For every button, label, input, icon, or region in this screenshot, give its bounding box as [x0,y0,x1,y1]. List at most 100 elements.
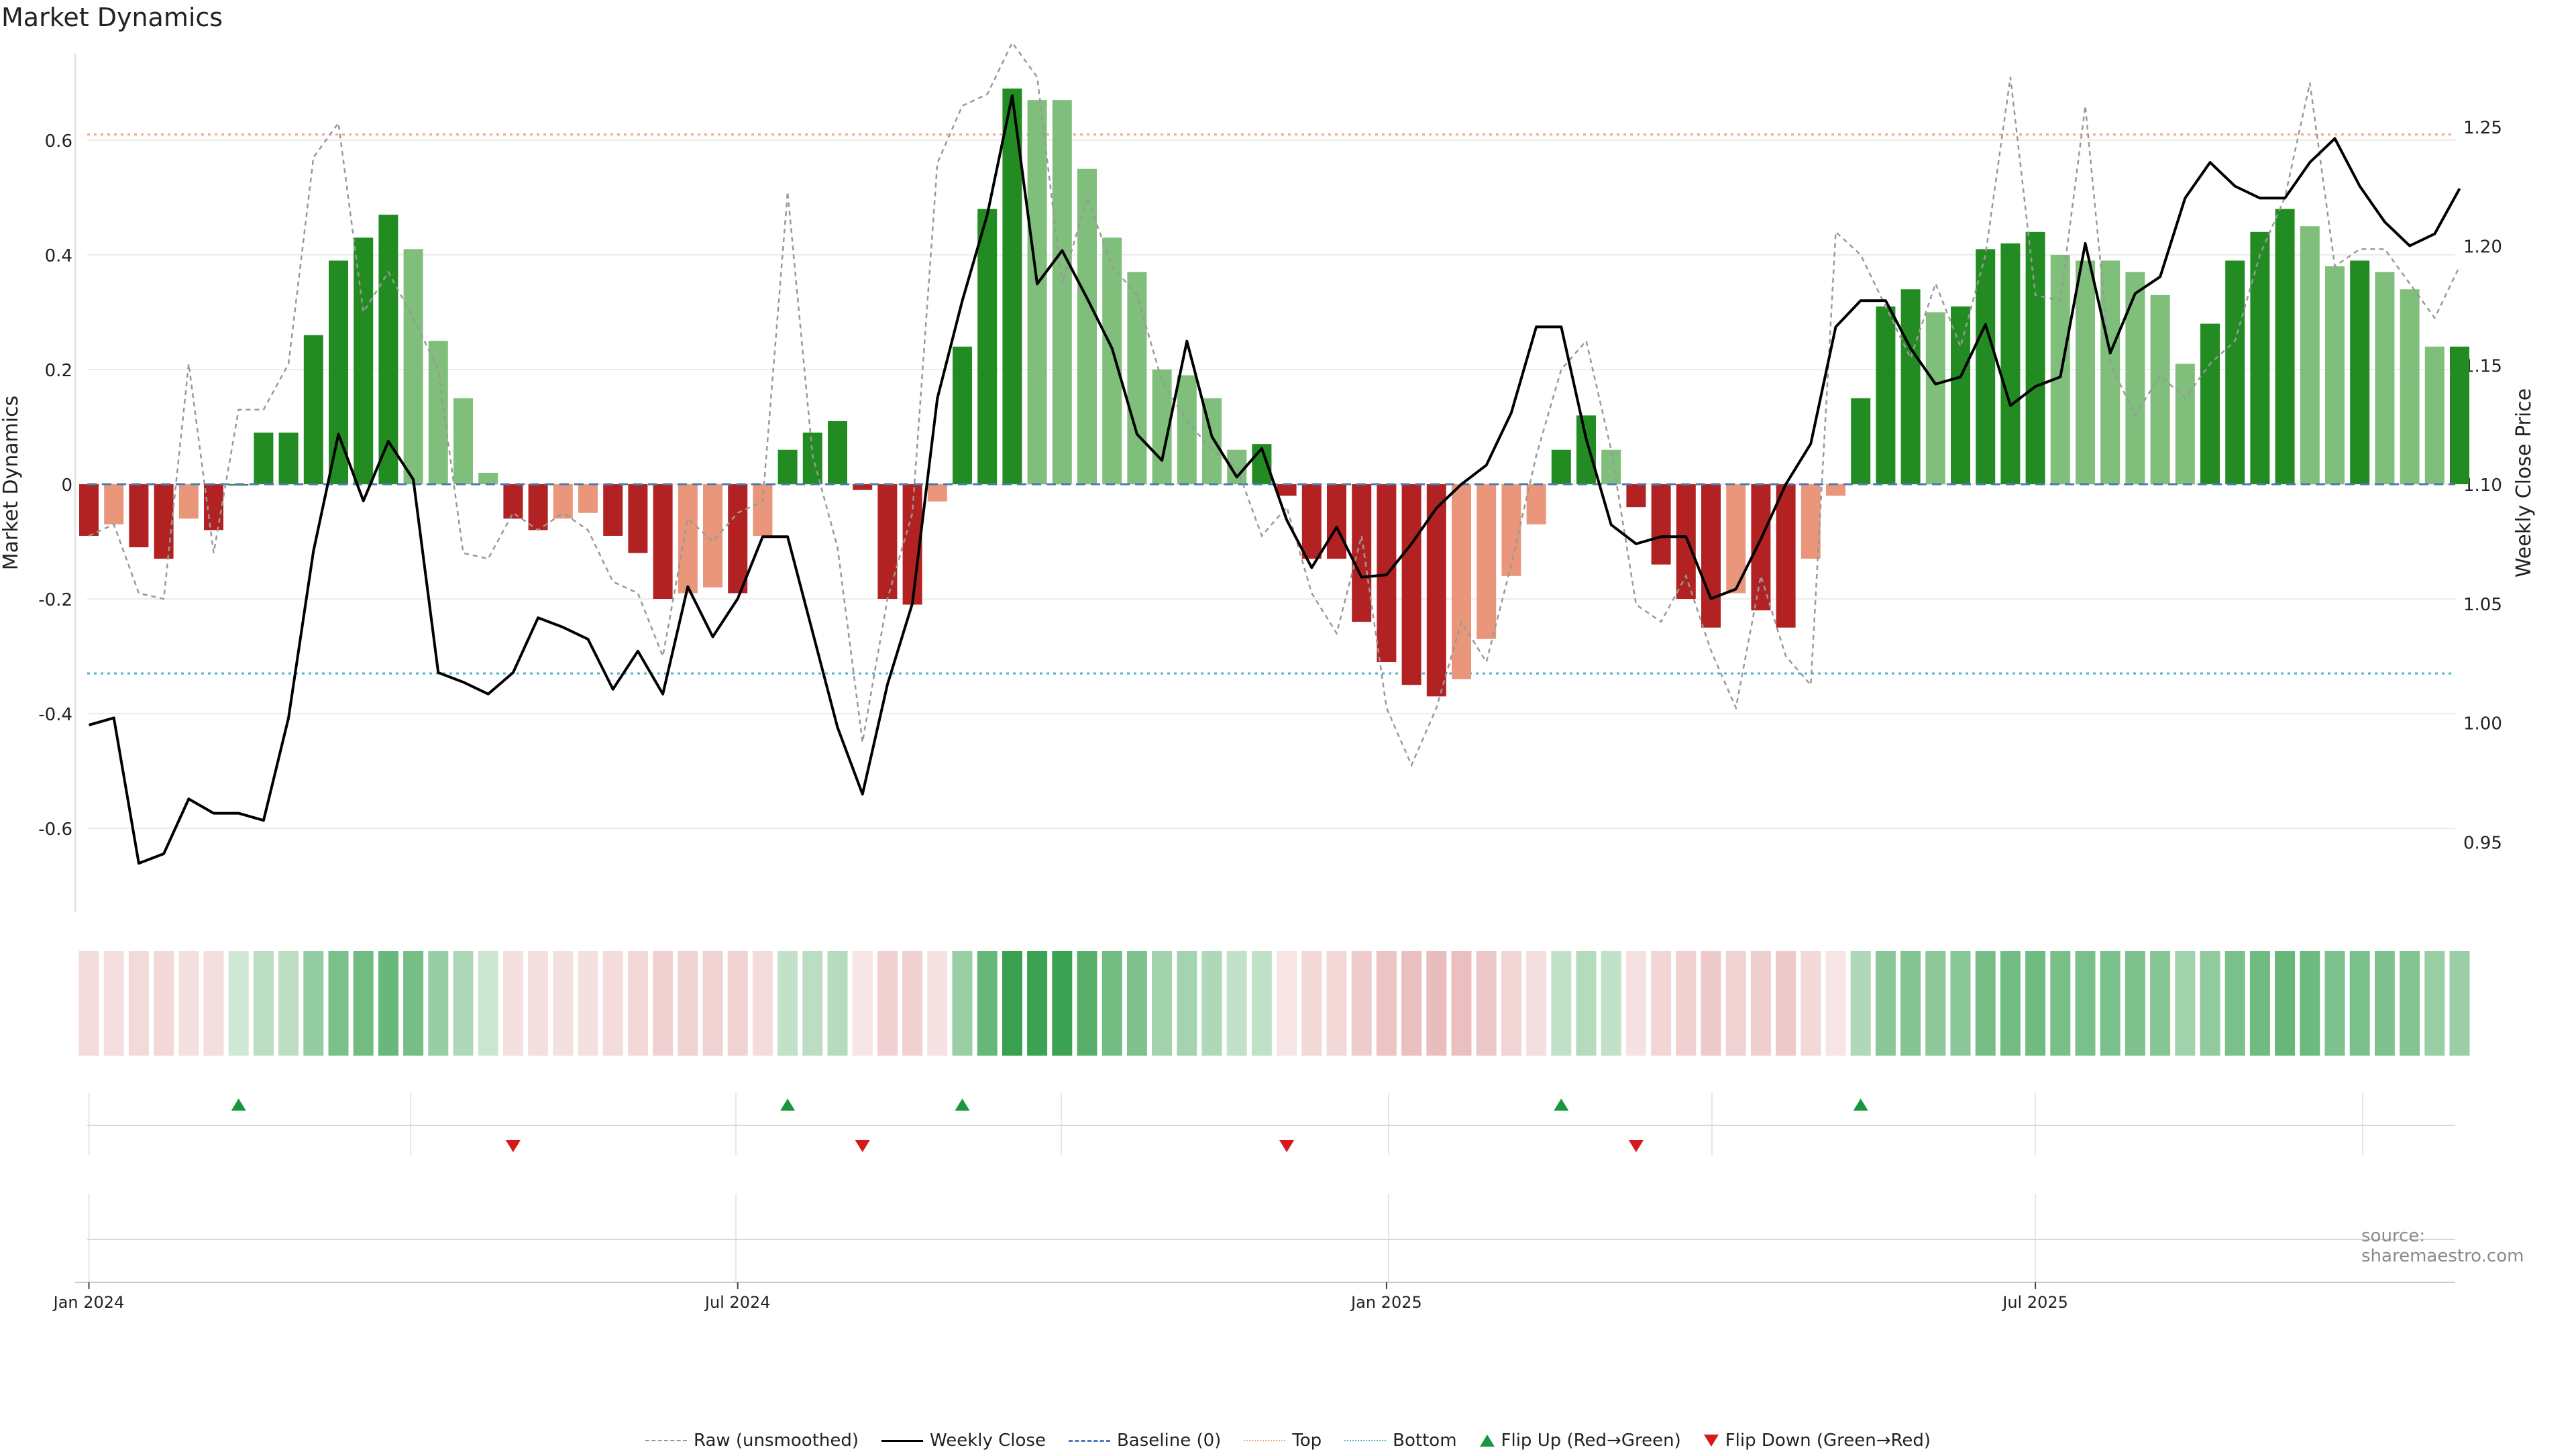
dynamics-bar [1576,415,1596,484]
heat-cell [2000,951,2021,1056]
legend-flip-up-label: Flip Up (Red→Green) [1501,1431,1681,1451]
flip-up-marker [1853,1099,1868,1111]
dynamics-bar [403,249,423,484]
y-tick-label-left: 0.6 [45,131,72,152]
x-tick-label: Jan 2025 [1350,1293,1422,1312]
dynamics-bar [977,209,998,484]
heat-cell [1601,951,1621,1056]
dynamics-bar [1900,289,1921,484]
main-panel: -0.6 -0.4 -0.2 0 0.2 0.4 0.6 0.95 1.00 1.05 1.10 1.… [0,41,2536,912]
y-tick-label-left: 0 [61,476,72,496]
heat-cell [228,951,249,1056]
dynamics-bar [1676,484,1696,599]
y-tick-label-left: 0.4 [45,246,72,266]
dynamics-bar [129,484,149,548]
dynamics-bar [603,484,623,536]
heat-cell [2150,951,2171,1056]
legend-flip-up: Flip Up (Red→Green) [1479,1431,1681,1451]
flip-up-marker [231,1099,246,1111]
heat-cell [502,951,523,1056]
dynamics-bar [1327,484,1346,559]
heat-cell [1301,951,1322,1056]
dynamics-bar [453,398,473,484]
raw-line [88,41,2461,768]
heat-cell [1077,951,1097,1056]
heat-cell [1152,951,1173,1056]
dynamics-bar [2350,260,2370,484]
flip-up-icon [1479,1435,1495,1447]
dynamics-bar [2325,266,2345,484]
flip-down-marker [1279,1140,1295,1152]
heat-cell [1825,951,1846,1056]
heat-cell [1750,951,1771,1056]
dynamics-bar [1951,306,1970,484]
heat-cell [78,951,99,1056]
dynamics-bar [2250,231,2270,484]
dynamics-bar [1851,398,1871,484]
heat-cell [1201,951,1222,1056]
dynamics-bar [2225,260,2245,484]
heat-cell [627,951,648,1056]
y-tick-label-right: 1.10 [2463,476,2502,496]
heat-cell [528,951,549,1056]
heat-cell [653,951,674,1056]
heat-cell [2200,951,2220,1056]
legend-raw-swatch [645,1440,687,1441]
heat-strip-panel [78,951,2470,1056]
dynamics-bar [79,484,99,536]
dynamics-bar [1127,272,1147,484]
legend-bottom: Bottom [1344,1431,1457,1451]
dynamics-bar [1876,306,1896,484]
legend-close: Weekly Close [881,1431,1046,1451]
heat-cell [578,951,598,1056]
legend-close-swatch [881,1439,924,1442]
heat-cell [2275,951,2296,1056]
heat-cell [2224,951,2245,1056]
dynamics-bar [2375,272,2395,484]
dynamics-bar [1452,484,1471,679]
dynamics-bar [1526,484,1546,524]
dynamics-bar [1551,449,1571,484]
y-axis-label-right: Weekly Close Price [2512,388,2536,577]
heat-cell [203,951,224,1056]
heat-cell [1376,951,1397,1056]
dynamics-bar [2050,255,2070,484]
heat-cell [1476,951,1497,1056]
flip-up-marker [955,1099,970,1111]
dynamics-bar [528,484,548,530]
heat-cell [1501,951,1521,1056]
dynamics-bar [828,421,847,484]
heat-cell [1701,951,1721,1056]
dynamics-bar [2150,294,2170,484]
heat-cell [1776,951,1796,1056]
x-tick-label: Jul 2024 [704,1293,771,1312]
heat-cell [1950,951,1971,1056]
dynamics-bar [578,484,598,513]
dynamics-bar [378,215,398,484]
source-credit: source: sharemaestro.com [2361,1226,2524,1266]
dynamics-bar [428,341,448,484]
dynamics-bar [2200,323,2220,484]
dynamics-bar [1052,100,1072,484]
dynamics-bar [877,484,898,599]
flip-down-marker [1628,1140,1644,1152]
dynamics-bar [503,484,523,519]
dynamics-bar [1301,484,1322,559]
dynamics-bar [2000,243,2021,484]
heat-cell [1975,951,1996,1056]
heat-cell [827,951,848,1056]
dynamics-bar [1925,312,1945,484]
heat-cell [877,951,898,1056]
heat-cell [2374,951,2395,1056]
dynamics-bar [178,484,199,519]
heat-cell [103,951,124,1056]
heat-cell [1576,951,1597,1056]
heat-cell [1277,951,1297,1056]
x-axis: Jan 2024 Jul 2024 Jan 2025 Jul 2025 [52,1282,2068,1312]
heat-cell [1526,951,1547,1056]
heat-cell [1251,951,1272,1056]
legend-raw: Raw (unsmoothed) [645,1431,859,1451]
dynamics-bar [303,335,323,484]
heat-cell [1925,951,1946,1056]
legend-close-label: Weekly Close [930,1431,1046,1451]
